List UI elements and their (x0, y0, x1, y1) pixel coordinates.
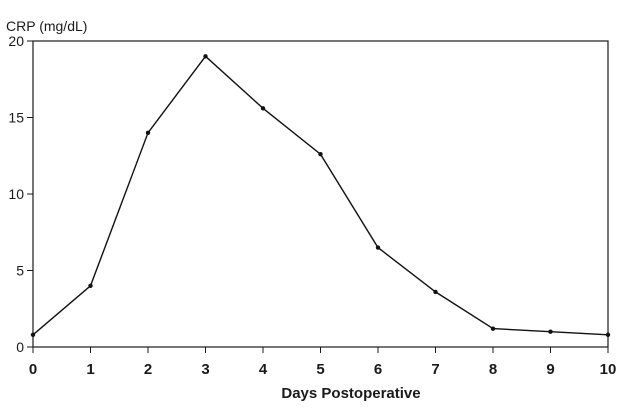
data-point (318, 152, 323, 157)
y-tick-label: 15 (8, 110, 24, 126)
y-tick-label: 10 (8, 186, 24, 202)
data-point (433, 289, 438, 295)
x-tick-label: 6 (374, 361, 382, 378)
y-tick-label: 0 (16, 339, 24, 355)
x-tick-label: 3 (201, 361, 209, 378)
data-point (260, 106, 266, 111)
plot-border (32, 40, 609, 348)
data-point (548, 329, 553, 334)
x-tick-label: 1 (86, 361, 94, 378)
data-point (88, 283, 93, 288)
y-tick-label: 20 (8, 33, 24, 49)
data-point (375, 245, 381, 250)
x-tick-label: 7 (431, 361, 439, 378)
x-tick-label: 9 (546, 361, 554, 378)
x-axis-label: Days Postoperative (281, 385, 420, 402)
data-point (490, 326, 496, 331)
x-tick-label: 5 (316, 361, 324, 378)
x-axis-ticks: 0 1 2 3 4 5 6 7 8 9 10 (29, 347, 617, 378)
series-group (30, 54, 611, 337)
data-point (30, 332, 36, 337)
x-tick-label: 4 (259, 361, 268, 378)
crp-series-line (32, 55, 609, 336)
x-tick-label: 2 (144, 361, 152, 378)
data-point (145, 130, 151, 135)
y-axis-label: CRP (mg/dL) (6, 18, 87, 34)
plot-frame (32, 40, 609, 348)
x-tick-label: 0 (29, 361, 37, 378)
y-tick-label: 5 (16, 263, 24, 279)
y-axis-ticks: 0 5 10 15 20 (8, 33, 33, 355)
data-point (605, 332, 611, 337)
x-tick-label: 8 (489, 361, 497, 378)
x-tick-label: 10 (600, 361, 617, 378)
data-point (203, 54, 208, 59)
